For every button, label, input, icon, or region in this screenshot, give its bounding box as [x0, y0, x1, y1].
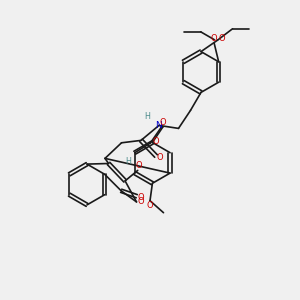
Text: O: O — [218, 34, 225, 43]
Text: O: O — [157, 153, 163, 162]
Text: H: H — [125, 158, 131, 166]
Text: O: O — [137, 193, 144, 202]
Text: O: O — [160, 118, 166, 127]
Text: O: O — [147, 201, 153, 210]
Text: O: O — [211, 34, 217, 43]
Text: H: H — [145, 112, 151, 122]
Text: O: O — [138, 197, 145, 206]
Text: N: N — [156, 121, 162, 130]
Text: O: O — [136, 160, 142, 169]
Text: O: O — [152, 137, 159, 146]
